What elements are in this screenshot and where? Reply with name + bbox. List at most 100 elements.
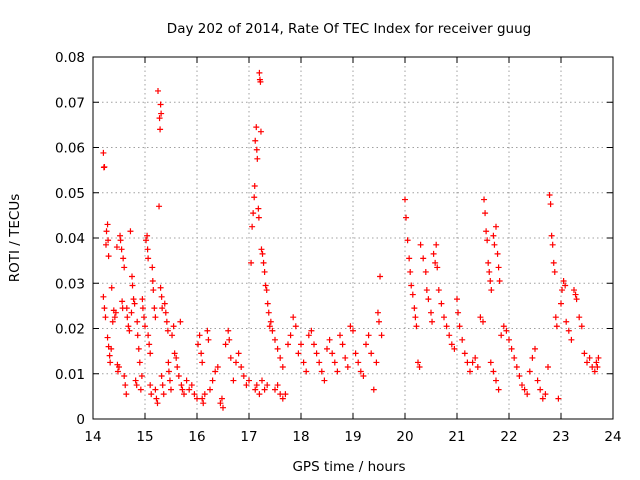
data-point (586, 354, 593, 361)
data-point (266, 323, 273, 330)
y-tick-label: 0.03 (55, 276, 85, 292)
data-point (417, 241, 424, 248)
data-point (139, 305, 146, 312)
data-point (305, 332, 312, 339)
data-point (441, 314, 447, 321)
data-point (459, 336, 466, 343)
data-point (132, 377, 139, 384)
data-point (496, 277, 503, 284)
data-point (255, 205, 262, 212)
data-point (408, 282, 415, 289)
data-point (272, 386, 278, 393)
data-point (402, 196, 408, 203)
data-point (116, 363, 122, 370)
data-point (204, 327, 211, 334)
data-point (106, 352, 113, 359)
data-point (539, 395, 546, 402)
x-tick-label: 20 (396, 429, 413, 445)
data-point (150, 287, 157, 294)
data-point (559, 287, 566, 294)
data-point (220, 404, 226, 411)
data-point (316, 359, 323, 366)
data-point (246, 377, 252, 384)
data-point (256, 391, 263, 398)
y-tick-label: 0.01 (55, 367, 85, 383)
data-point (253, 382, 260, 389)
data-point (250, 210, 257, 217)
grid-lines (93, 57, 613, 419)
data-point (552, 314, 559, 321)
data-point (112, 309, 119, 316)
data-point (155, 87, 161, 94)
data-point (156, 115, 163, 122)
x-tick-label: 19 (344, 429, 361, 445)
data-point (578, 323, 585, 330)
data-point (177, 318, 184, 325)
data-point (365, 332, 372, 339)
data-point (438, 300, 445, 307)
data-point (157, 101, 164, 108)
x-tick-label: 15 (136, 429, 153, 445)
data-point (227, 354, 234, 361)
data-point (166, 377, 173, 384)
plot-frame (92, 56, 614, 420)
data-point (164, 327, 171, 334)
data-point (595, 354, 602, 361)
data-point (117, 237, 124, 244)
y-axis-label: ROTI / TECUs (7, 194, 23, 282)
y-tick-label: 0.07 (55, 95, 85, 111)
data-point (195, 341, 202, 348)
data-point (472, 354, 479, 361)
data-point (413, 323, 420, 330)
x-tick-label: 14 (84, 429, 101, 445)
data-point (105, 253, 112, 260)
data-point (481, 196, 488, 203)
data-point (500, 323, 507, 330)
data-point (377, 273, 384, 280)
data-point (258, 246, 265, 253)
data-point (121, 264, 128, 271)
data-point (149, 264, 156, 271)
data-point (352, 350, 359, 357)
data-point (196, 332, 203, 339)
data-point (175, 373, 182, 380)
data-point (484, 237, 491, 244)
data-point (183, 377, 190, 384)
data-point (130, 296, 137, 303)
data-point (347, 323, 354, 330)
data-point (144, 246, 151, 253)
data-point (551, 268, 558, 275)
data-point (158, 293, 165, 300)
data-point (102, 314, 109, 321)
data-point (429, 318, 436, 325)
data-point (482, 210, 489, 217)
data-point (148, 391, 155, 398)
data-point (486, 268, 493, 275)
data-point (253, 124, 260, 131)
data-point (199, 395, 206, 402)
data-point (448, 341, 455, 348)
data-point (480, 318, 486, 325)
data-point (156, 203, 163, 210)
data-point (477, 314, 484, 321)
data-point (534, 377, 541, 384)
data-point (334, 368, 341, 375)
data-point (406, 255, 413, 262)
data-point (143, 237, 150, 244)
data-point (114, 368, 121, 375)
data-point (451, 345, 458, 352)
data-point (487, 359, 494, 366)
data-point (159, 382, 166, 389)
data-point (292, 323, 299, 330)
data-point (191, 391, 198, 398)
data-point (125, 323, 132, 330)
data-point (138, 373, 145, 380)
data-point (186, 386, 193, 393)
data-point (137, 386, 144, 393)
data-point (495, 386, 502, 393)
data-point (344, 363, 351, 370)
data-point (591, 368, 598, 375)
x-tick-label: 22 (500, 429, 517, 445)
data-point (126, 327, 133, 334)
data-point (435, 287, 442, 294)
